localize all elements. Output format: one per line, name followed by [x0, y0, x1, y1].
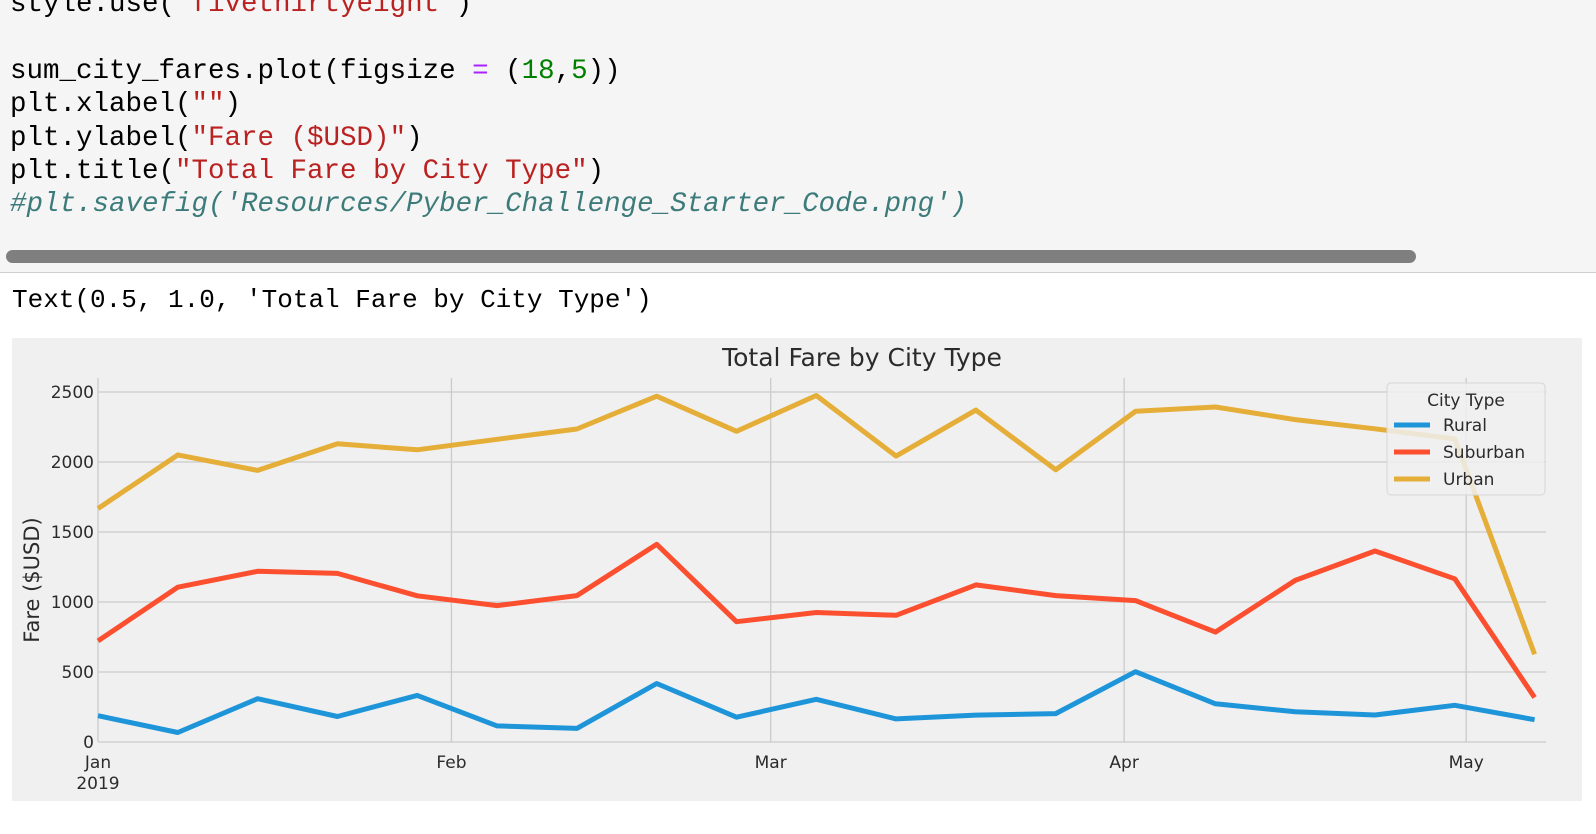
horizontal-scrollbar[interactable] [6, 250, 1416, 263]
x-tick-label: Mar [755, 753, 787, 773]
code-token: "Total Fare by City Type" [175, 155, 588, 187]
code-token: "" [191, 89, 225, 121]
code-editor[interactable]: style.use('fivethirtyeight') sum_city_fa… [10, 0, 967, 222]
legend-box [1386, 382, 1546, 496]
x-tick-label: Jan [84, 753, 111, 773]
code-token: ) [455, 0, 473, 20]
code-token: 'fivethirtyeight' [175, 0, 456, 20]
code-token: plt.ylabel( [10, 122, 192, 154]
chart-figure: Total Fare by City Type 0 500 1000 1500 2000 2… [12, 338, 1582, 801]
legend-label: Rural [1443, 416, 1487, 436]
code-token: ( [488, 55, 522, 87]
code-token: , [554, 55, 572, 87]
code-token: #plt.savefig('Resources/Pyber_Challenge_… [10, 189, 968, 221]
x-tick-label: Apr [1109, 753, 1138, 773]
series-line-suburban [96, 541, 1537, 699]
line-chart: Total Fare by City Type 0 500 1000 1500 2000 2… [20, 343, 1546, 794]
code-line: plt.xlabel("") [10, 88, 967, 121]
code-token: = [472, 55, 489, 87]
x-tick-sublabel: 2019 [76, 774, 119, 794]
cell-output-text: Text(0.5, 1.0, 'Total Fare by City Type'… [12, 285, 652, 315]
y-tick-label: 500 [62, 663, 94, 683]
code-line: plt.title("Total Fare by City Type") [10, 155, 967, 188]
code-line [10, 21, 967, 54]
series-line-urban [96, 393, 1537, 656]
code-token: style.use( [10, 0, 176, 20]
code-line: sum_city_fares.plot(figsize = (18,5)) [10, 55, 967, 88]
y-tick-label: 2500 [51, 383, 94, 403]
legend-title: City Type [1427, 391, 1505, 411]
code-token: 5 [571, 55, 588, 87]
code-token: ) [406, 122, 423, 154]
y-tick-label: 2000 [51, 453, 94, 473]
code-line: style.use('fivethirtyeight') [10, 0, 967, 21]
legend-label: Urban [1443, 470, 1494, 490]
code-token: )) [587, 55, 621, 87]
code-line: plt.ylabel("Fare ($USD)") [10, 122, 967, 155]
code-token: plt.xlabel( [10, 89, 192, 121]
code-token: sum_city_fares.plot(figsize [10, 55, 473, 87]
code-line: #plt.savefig('Resources/Pyber_Challenge_… [10, 188, 967, 221]
code-token: plt.title( [10, 155, 176, 187]
code-token: ) [224, 89, 242, 121]
series-line-rural [97, 669, 1536, 735]
code-token: ) [587, 155, 605, 187]
chart-title: Total Fare by City Type [721, 343, 1002, 372]
code-cell[interactable]: style.use('fivethirtyeight') sum_city_fa… [0, 0, 1596, 273]
y-tick-label: 1000 [51, 593, 94, 613]
legend-label: Suburban [1443, 443, 1525, 463]
x-tick-label: May [1449, 753, 1484, 773]
y-tick-label: 1500 [51, 523, 94, 543]
y-tick-label: 0 [83, 733, 94, 753]
code-token: "Fare ($USD)" [191, 122, 407, 154]
y-axis-label: Fare ($USD) [20, 517, 44, 642]
code-token: 18 [521, 55, 555, 87]
x-tick-label: Feb [436, 753, 466, 773]
